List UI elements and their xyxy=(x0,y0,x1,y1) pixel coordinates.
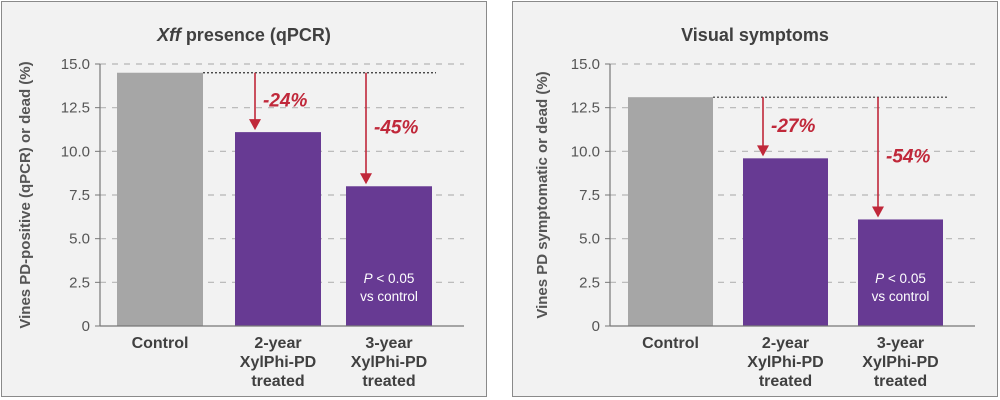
x-category-line: Control xyxy=(642,335,699,352)
x-category-line: XylPhi-PD xyxy=(747,354,823,371)
chart-panel-visual-symptoms: Visual symptoms Vines PD symptomatic or d… xyxy=(512,1,998,397)
reduction-arrow-head xyxy=(249,119,261,131)
y-tick-label: 10.0 xyxy=(61,143,90,160)
y-tick-label: 10.0 xyxy=(571,143,600,160)
significance-note-line2: vs control xyxy=(360,289,418,304)
chart-title: Xff presence (qPCR) xyxy=(156,25,331,45)
reduction-label: -27% xyxy=(771,116,815,137)
significance-threshold: < 0.05 xyxy=(373,271,415,286)
y-tick-label: 2.5 xyxy=(579,274,600,291)
y-tick-label: 15.0 xyxy=(571,56,600,73)
significance-note: P < 0.05 xyxy=(364,271,415,286)
x-category-line: 3-year xyxy=(365,335,412,352)
reduction-arrow-head xyxy=(872,206,884,218)
reduction-label: -54% xyxy=(886,146,930,167)
y-tick-label: 12.5 xyxy=(571,100,600,117)
x-category-label: 3-year XylPhi-PD treated xyxy=(351,335,427,390)
y-tick-label: 7.5 xyxy=(69,187,90,204)
x-category-label: Control xyxy=(642,335,699,352)
x-category-line: XylPhi-PD xyxy=(862,354,938,371)
chart-title-text: Visual symptoms xyxy=(681,25,829,45)
bar-1 xyxy=(235,132,321,326)
x-category-line: 2-year xyxy=(762,335,809,352)
x-category-line: treated xyxy=(251,373,304,390)
chart-svg-visual-symptoms: Visual symptoms Vines PD symptomatic or d… xyxy=(534,25,975,390)
chart-title-italic: Xff xyxy=(156,25,183,45)
x-category-line: treated xyxy=(874,373,927,390)
reduction-label: -24% xyxy=(263,90,307,111)
x-category-line: XylPhi-PD xyxy=(240,354,316,371)
y-tick-label: 5.0 xyxy=(69,231,90,248)
chart-panel-xff-presence: Xff presence (qPCR) Vines PD-positive (qP… xyxy=(1,1,487,397)
reduction-arrow-head xyxy=(360,173,372,185)
y-tick-label: 7.5 xyxy=(579,187,600,204)
y-tick-label: 2.5 xyxy=(69,274,90,291)
y-axis-label: Vines PD-positive (qPCR) or dead (%) xyxy=(17,61,34,328)
x-category-line: 3-year xyxy=(877,335,924,352)
x-category-line: XylPhi-PD xyxy=(351,354,427,371)
x-category-label: Control xyxy=(132,335,189,352)
y-tick-label: 15.0 xyxy=(61,56,90,73)
significance-threshold: < 0.05 xyxy=(884,271,926,286)
x-category-label: 2-year XylPhi-PD treated xyxy=(240,335,316,390)
bar-2 xyxy=(346,186,432,326)
x-category-label: 3-year XylPhi-PD treated xyxy=(862,335,938,390)
bar-2 xyxy=(858,219,943,326)
chart-title: Visual symptoms xyxy=(681,25,829,45)
x-category-line: treated xyxy=(759,373,812,390)
reduction-arrow-head xyxy=(757,145,769,157)
bar-0 xyxy=(628,97,713,326)
bar-1 xyxy=(743,158,828,326)
y-tick-label: 12.5 xyxy=(61,100,90,117)
significance-note: P < 0.05 xyxy=(875,271,926,286)
x-category-label: 2-year XylPhi-PD treated xyxy=(747,335,823,390)
chart-title-text: presence (qPCR) xyxy=(181,25,331,45)
y-axis-label: Vines PD symptomatic or dead (%) xyxy=(534,71,551,318)
x-category-line: treated xyxy=(362,373,415,390)
x-category-line: 2-year xyxy=(254,335,301,352)
y-tick-label: 5.0 xyxy=(579,231,600,248)
significance-p: P xyxy=(364,271,373,286)
significance-note-line2: vs control xyxy=(872,289,930,304)
chart-svg-xff-presence: Xff presence (qPCR) Vines PD-positive (qP… xyxy=(17,25,464,390)
y-tick-label: 0 xyxy=(592,318,600,335)
bar-0 xyxy=(117,72,203,326)
x-category-line: Control xyxy=(132,335,189,352)
reduction-label: -45% xyxy=(374,118,418,139)
significance-p: P xyxy=(875,271,884,286)
y-tick-label: 0 xyxy=(82,318,90,335)
